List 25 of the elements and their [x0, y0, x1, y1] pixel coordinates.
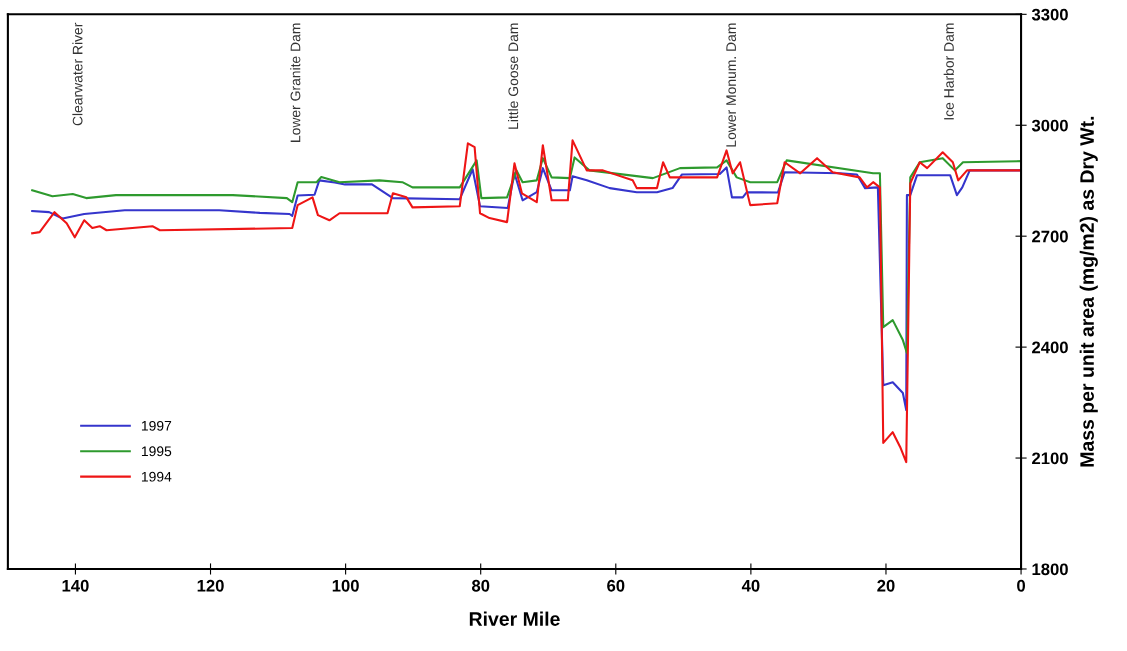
x-tick-label: 0: [1017, 579, 1026, 592]
x-tick-label: 60: [607, 579, 625, 592]
x-tick-label: 20: [877, 579, 895, 592]
annotation: Lower Monum. Dam: [726, 23, 737, 147]
annotation: Clearwater River: [72, 22, 83, 126]
x-tick-label: 80: [471, 579, 490, 592]
legend-label: 1995: [141, 446, 172, 457]
x-tick-label: 120: [197, 579, 224, 592]
annotation: Ice Harbor Dam: [943, 23, 954, 120]
y-tick-label: 2100: [1032, 452, 1068, 465]
x-axis-title: River Mile: [469, 611, 560, 626]
x-tick-label: 40: [741, 579, 760, 592]
annotation: Little Goose Dam: [508, 23, 519, 129]
annotation: Lower Granite Dam: [290, 23, 301, 142]
y-tick-label: 3300: [1031, 8, 1068, 21]
line-series: [31, 156, 1022, 355]
legend-label: 1997: [141, 420, 172, 431]
x-tick-label: 100: [332, 579, 359, 592]
legend-label: 1994: [141, 471, 172, 482]
x-tick-label: 140: [62, 579, 89, 592]
y-tick-label: 3000: [1031, 119, 1068, 132]
y-tick-label: 2400: [1032, 341, 1068, 354]
y-tick-label: 2700: [1032, 230, 1068, 243]
y-tick-label: 1800: [1032, 563, 1068, 576]
y-axis-title: Mass per unit area (mg/m2) as Dry Wt.: [1079, 116, 1098, 467]
